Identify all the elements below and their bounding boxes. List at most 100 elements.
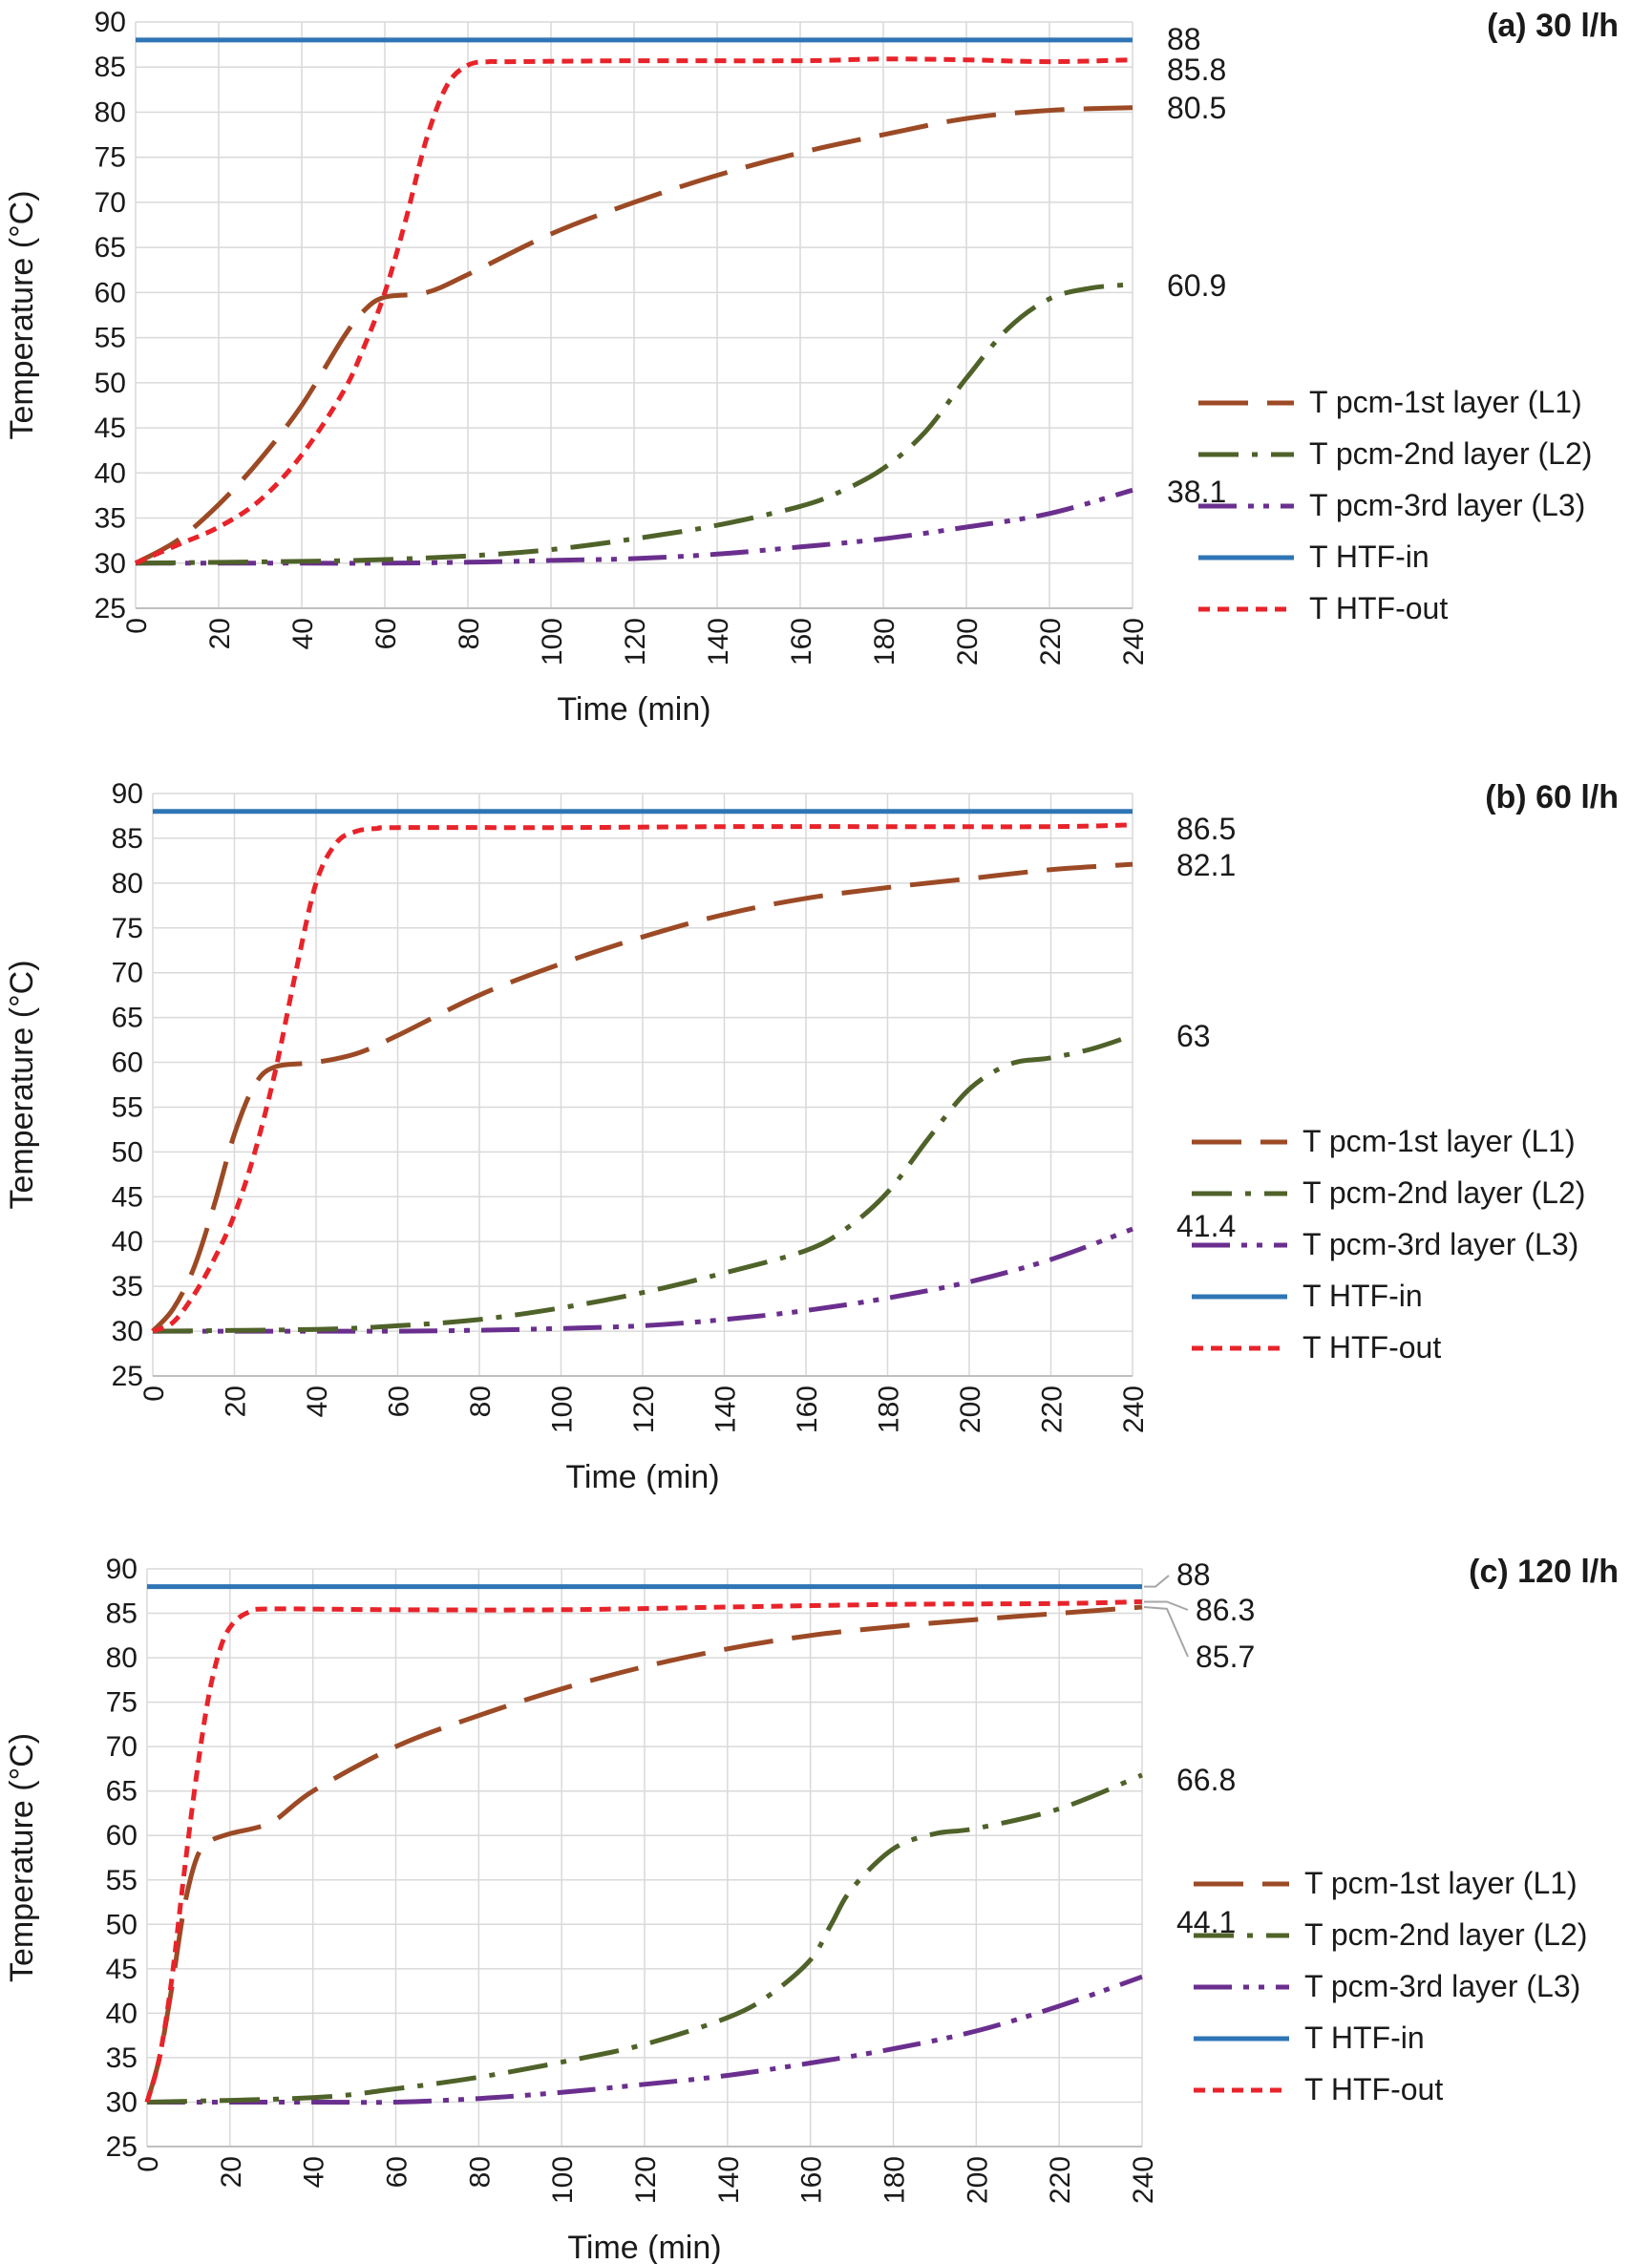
y-tick-label: 45 [95, 413, 126, 444]
x-tick-label: 120 [620, 618, 651, 666]
y-tick-label: 55 [95, 323, 126, 354]
y-axis-title: Temperature (°C) [4, 960, 40, 1209]
series-line-htfout [151, 822, 1133, 1334]
series-line-l3 [135, 487, 1133, 566]
series-line-l2 [152, 1033, 1133, 1334]
series-line-l2 [146, 1772, 1143, 2105]
x-tick-label: 140 [703, 618, 734, 666]
y-tick-label: 80 [112, 868, 143, 899]
series-line-l3 [152, 1226, 1133, 1334]
x-tick-label: 120 [630, 2156, 662, 2204]
y-tick-label: 85 [95, 52, 126, 83]
end-value-label: 80.5 [1167, 91, 1226, 125]
y-tick-label: 25 [106, 2131, 138, 2163]
series-line-l1 [151, 861, 1133, 1333]
x-tick-label: 80 [464, 2156, 496, 2188]
series-line-htfout [144, 1598, 1143, 2104]
end-value-label: 38.1 [1167, 475, 1226, 509]
y-tick-label: 60 [112, 1047, 143, 1079]
x-tick-label: 220 [1035, 618, 1067, 666]
y-tick-label: 40 [112, 1226, 143, 1258]
chart-title: (c) 120 l/h [1469, 1554, 1619, 1590]
y-tick-label: 65 [112, 1003, 143, 1034]
leader-line [1143, 1606, 1189, 1658]
y-tick-label: 55 [112, 1091, 143, 1123]
y-tick-label: 70 [112, 958, 143, 989]
x-tick-label: 60 [371, 618, 402, 649]
y-tick-label: 45 [112, 1181, 143, 1213]
x-tick-label: 40 [299, 2156, 330, 2188]
y-tick-label: 35 [106, 2042, 138, 2074]
series-line-l2 [135, 282, 1133, 566]
legend-label-l2: T pcm-2nd layer (L2) [1309, 436, 1592, 471]
legend-label-htfin: T HTF-in [1309, 540, 1430, 574]
x-tick-label: 80 [465, 1386, 497, 1417]
legend-label-l1: T pcm-1st layer (L1) [1309, 385, 1582, 419]
chart-panel-a: 25 30 35 40 45 50 55 60 65 70 75 80 85 90 0 20 40 60 80 100… [4, 7, 1619, 728]
end-value-label: 41.4 [1176, 1209, 1236, 1243]
legend-label-l2: T pcm-2nd layer (L2) [1304, 1917, 1587, 1952]
x-tick-label: 20 [204, 618, 236, 649]
y-axis-title: Temperature (°C) [4, 190, 40, 439]
y-tick-label: 30 [112, 1316, 143, 1347]
y-tick-label: 55 [106, 1865, 138, 1896]
y-tick-label: 85 [112, 823, 143, 855]
y-tick-label: 30 [106, 2086, 138, 2118]
y-tick-label: 50 [112, 1136, 143, 1168]
end-value-label: 86.5 [1176, 812, 1236, 846]
x-tick-label: 100 [547, 1386, 579, 1433]
y-tick-label: 70 [106, 1731, 138, 1763]
x-tick-label: 140 [713, 2156, 745, 2204]
y-tick-label: 25 [95, 593, 126, 624]
series-line-l1 [144, 1604, 1143, 2104]
x-axis-title: Time (min) [557, 691, 710, 728]
x-tick-label: 160 [796, 2156, 828, 2204]
x-tick-label: 160 [786, 618, 817, 666]
y-tick-label: 65 [106, 1776, 138, 1808]
x-tick-label: 160 [792, 1386, 823, 1433]
end-value-label: 63 [1176, 1019, 1211, 1053]
end-value-label: 88 [1167, 22, 1201, 56]
end-value-label: 85.7 [1196, 1640, 1255, 1674]
y-tick-label: 40 [95, 457, 126, 489]
y-tick-label: 40 [106, 1998, 138, 2029]
end-value-label: 85.8 [1167, 53, 1226, 87]
x-tick-label: 40 [302, 1386, 333, 1417]
chart-panel-c: 25 30 35 40 45 50 55 60 65 70 75 80 85 90 0 20 40 60 80 100… [4, 1554, 1619, 2264]
legend-label-htfin: T HTF-in [1303, 1279, 1423, 1313]
chart-panel-b: 25 30 35 40 45 50 55 60 65 70 75 80 85 90 0 20 40 60 80 100… [4, 778, 1619, 1495]
y-tick-label: 60 [95, 277, 126, 308]
y-tick-label: 25 [112, 1361, 143, 1392]
leader-line [1144, 1600, 1189, 1611]
y-tick-label: 85 [106, 1598, 138, 1630]
y-tick-label: 90 [112, 778, 143, 810]
y-tick-label: 65 [95, 232, 126, 264]
x-tick-label: 200 [952, 618, 984, 666]
x-tick-label: 140 [710, 1386, 742, 1433]
x-tick-label: 200 [962, 2156, 993, 2204]
x-tick-label: 180 [879, 2156, 911, 2204]
y-tick-label: 50 [106, 1909, 138, 1940]
x-tick-label: 0 [133, 2156, 164, 2172]
chart-title: (b) 60 l/h [1485, 779, 1619, 815]
x-tick-label: 60 [382, 2156, 413, 2188]
x-tick-label: 20 [216, 2156, 247, 2188]
legend-label-l2: T pcm-2nd layer (L2) [1303, 1175, 1585, 1210]
legend-label-l3: T pcm-3rd layer (L3) [1309, 488, 1585, 522]
end-value-label: 82.1 [1176, 848, 1236, 882]
x-tick-label: 220 [1045, 2156, 1076, 2204]
leader-line [1144, 1575, 1170, 1588]
x-tick-label: 0 [121, 618, 153, 634]
chart-title: (a) 30 l/h [1487, 8, 1619, 44]
end-value-label: 44.1 [1176, 1905, 1236, 1939]
legend-label-l1: T pcm-1st layer (L1) [1303, 1124, 1576, 1158]
y-tick-label: 35 [112, 1271, 143, 1302]
x-tick-label: 0 [138, 1386, 170, 1402]
x-tick-label: 240 [1118, 1386, 1150, 1433]
y-tick-label: 75 [112, 913, 143, 944]
x-tick-label: 240 [1118, 618, 1150, 666]
y-axis-title: Temperature (°C) [4, 1733, 40, 1982]
y-tick-label: 60 [106, 1820, 138, 1851]
